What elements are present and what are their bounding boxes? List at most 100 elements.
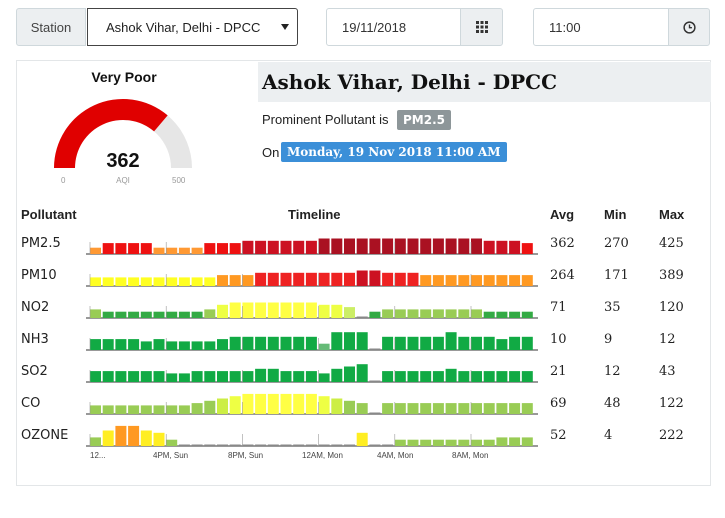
ozone-timeline-bar: [115, 425, 127, 446]
aqi-gauge: [54, 99, 192, 168]
pm25-max: 425: [659, 236, 684, 251]
pm25-timeline-bar: [305, 240, 317, 254]
co-timeline-bar: [102, 405, 114, 414]
so2-timeline-bar: [280, 371, 292, 382]
ozone-timeline-bar: [166, 439, 178, 446]
datetime-badge: Monday, 19 Nov 2018 11:00 AM: [281, 142, 507, 162]
pm25-timeline-bar: [394, 238, 406, 254]
so2-timeline-bar: [382, 371, 394, 382]
timeline-tick: 8PM, Sun: [228, 451, 264, 460]
clock-icon: [682, 20, 696, 34]
station-select[interactable]: Ashok Vihar, Delhi - DPCC: [87, 8, 298, 46]
no2-timeline-bar: [305, 302, 317, 318]
date-input[interactable]: 19/11/2018: [326, 8, 461, 46]
nh3-timeline-bar: [102, 339, 114, 350]
pm10-timeline-bar: [153, 277, 165, 286]
pm10-timeline-bar: [115, 277, 127, 286]
no2-timeline-bar: [293, 302, 305, 318]
so2-timeline-bar: [305, 371, 317, 382]
clock-button[interactable]: [668, 8, 710, 46]
ozone-timeline-bar: [255, 444, 267, 446]
ozone-timeline-bar: [191, 444, 203, 446]
header-timeline: Timeline: [288, 207, 341, 222]
pm10-timeline-bar: [445, 275, 457, 286]
co-timeline-bar: [496, 403, 508, 414]
ozone-timeline-bar: [496, 437, 508, 446]
pm25-timeline-bar: [255, 240, 267, 254]
no2-timeline-bar: [90, 309, 101, 318]
pm25-timeline-bar: [166, 247, 178, 254]
nh3-timeline-bar: [483, 336, 495, 350]
no2-timeline-bar: [483, 311, 495, 318]
pm10-timeline-bar: [356, 270, 368, 286]
ozone-timeline-bar: [293, 444, 305, 446]
ozone-timeline-bar: [407, 439, 419, 446]
row-name-nh3: NH3: [21, 332, 49, 347]
nh3-timeline-bar: [420, 336, 432, 350]
ozone-timeline-bar: [432, 439, 444, 446]
pm10-timeline-bar: [102, 277, 114, 286]
no2-timeline-bar: [496, 311, 508, 318]
so2-max: 43: [659, 364, 676, 379]
no2-timeline-bar: [255, 302, 267, 318]
co-timeline-bar: [153, 405, 165, 414]
ozone-min: 4: [604, 428, 613, 443]
time-input[interactable]: 11:00: [533, 8, 669, 46]
pm10-timeline-bar: [166, 277, 178, 286]
nh3-avg: 10: [550, 332, 567, 347]
gauge-min-label: 0: [61, 176, 66, 185]
co-timeline-bar: [394, 403, 406, 414]
nh3-timeline-bar: [255, 336, 267, 350]
pm10-timeline-bar: [458, 275, 470, 286]
nh3-timeline-bar: [305, 336, 317, 350]
so2-timeline-bar: [394, 371, 406, 382]
co-timeline-bar: [318, 396, 330, 414]
pm10-timeline-bar: [204, 277, 216, 286]
so2-timeline-bar: [178, 373, 190, 382]
co-timeline-bar: [128, 405, 140, 414]
gauge-fill: [54, 99, 168, 168]
prominent-pollutant-badge: PM2.5: [397, 110, 451, 130]
no2-timeline-bar: [318, 304, 330, 318]
co-timeline-bar: [280, 393, 292, 414]
ozone-timeline-bar: [128, 425, 140, 446]
ozone-timeline-bar: [102, 430, 114, 446]
pm10-timeline-bar: [255, 272, 267, 286]
row-name-pm25: PM2.5: [21, 236, 61, 251]
ozone-timeline-bar: [242, 444, 254, 446]
co-timeline-bar: [382, 403, 394, 414]
so2-timeline-bar: [191, 371, 203, 382]
nh3-timeline-bar: [445, 332, 457, 350]
pm25-timeline-bar: [140, 243, 152, 254]
co-timeline-bar: [229, 396, 241, 414]
ozone-timeline-bar: [356, 432, 368, 446]
pm10-min: 171: [604, 268, 629, 283]
so2-timeline-bar: [293, 371, 305, 382]
nh3-timeline-bar: [90, 339, 101, 350]
ozone-timeline-bar: [90, 437, 101, 446]
pm10-timeline-bar: [242, 275, 254, 286]
ozone-timeline-bar: [483, 439, 495, 446]
so2-timeline-bar: [521, 371, 533, 382]
pm25-timeline-bar: [382, 238, 394, 254]
so2-timeline-bar: [344, 366, 355, 382]
chevron-down-icon: [281, 24, 289, 30]
pm10-timeline-bar: [140, 277, 152, 286]
no2-timeline-bar: [471, 309, 482, 318]
pm25-timeline-bar: [191, 247, 203, 254]
no2-timeline-bar: [267, 302, 279, 318]
no2-timeline-bar: [394, 309, 406, 318]
no2-timeline-bar: [229, 302, 241, 318]
pm25-timeline-bar: [483, 240, 495, 254]
co-timeline-bar: [344, 400, 355, 414]
pm25-timeline-bar: [217, 243, 228, 254]
pm25-timeline-bar: [318, 238, 330, 254]
calendar-button[interactable]: [460, 8, 503, 46]
co-timeline-bar: [217, 398, 228, 414]
co-timeline-bar: [267, 393, 279, 414]
pm25-min: 270: [604, 236, 629, 251]
co-timeline-bar: [356, 403, 368, 414]
nh3-timeline-bar: [331, 332, 343, 350]
pollutant-timeline: [86, 238, 538, 447]
timeline-tick: 4AM, Mon: [377, 451, 414, 460]
